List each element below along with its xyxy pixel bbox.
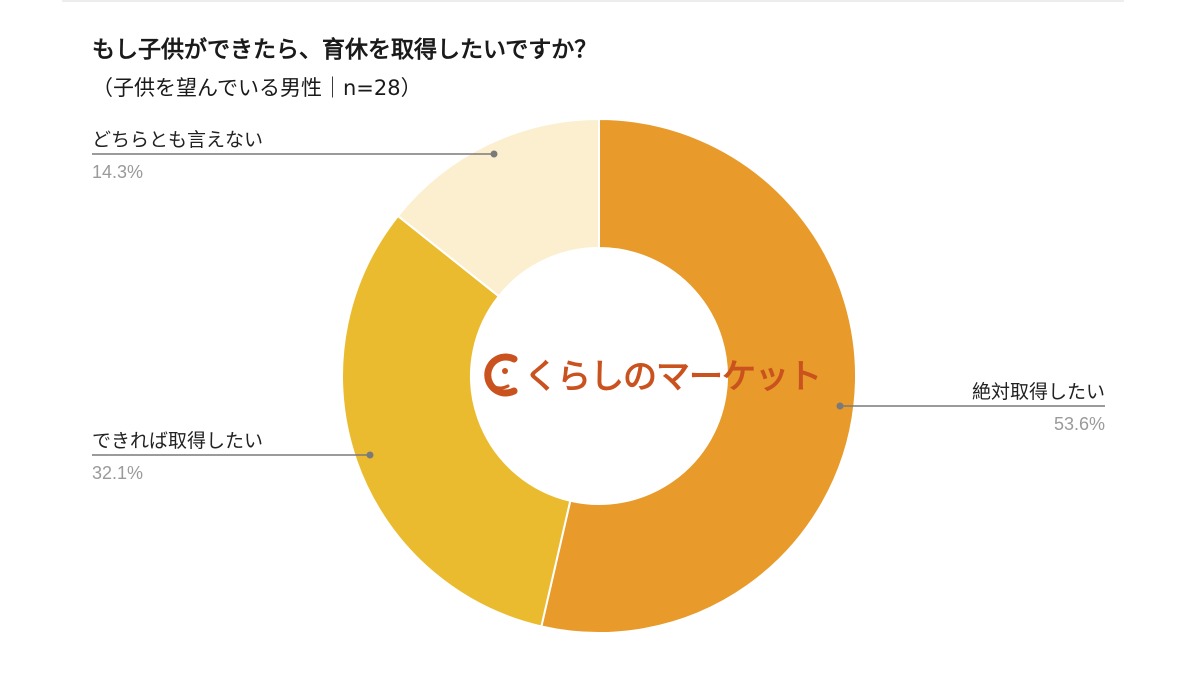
slice-value-3: 14.3% (92, 162, 143, 182)
labels-group: 絶対取得したい 53.6% できれば取得したい 32.1% どちらとも言えない 14.3% (92, 129, 1105, 483)
slice-label-3: どちらとも言えない (92, 129, 263, 151)
slice-value-1: 53.6% (1054, 414, 1105, 434)
leader-dot-3 (490, 150, 498, 158)
leader-dot-2 (366, 451, 374, 459)
slice-1 (540, 117, 857, 634)
logo-text: くらしのマーケット (524, 357, 821, 397)
c-face-logo-icon (484, 353, 518, 397)
slices-group (341, 117, 857, 634)
slice-label-1: 絶対取得したい (972, 381, 1105, 403)
slice-2 (341, 214, 572, 628)
top-divider (62, 0, 1124, 2)
slice-3 (396, 117, 600, 298)
slice-label-2: できれば取得したい (92, 430, 263, 452)
slice-value-2: 32.1% (92, 463, 143, 483)
leader-dot-1 (836, 402, 844, 410)
center-logo: くらしのマーケット (484, 353, 822, 397)
chart-title: もし子供ができたら、育休を取得したいですか？ (92, 37, 598, 63)
leaders-group (92, 150, 1105, 459)
chart-subtitle: （子供を望んでいる男性｜n=28） (92, 76, 422, 100)
